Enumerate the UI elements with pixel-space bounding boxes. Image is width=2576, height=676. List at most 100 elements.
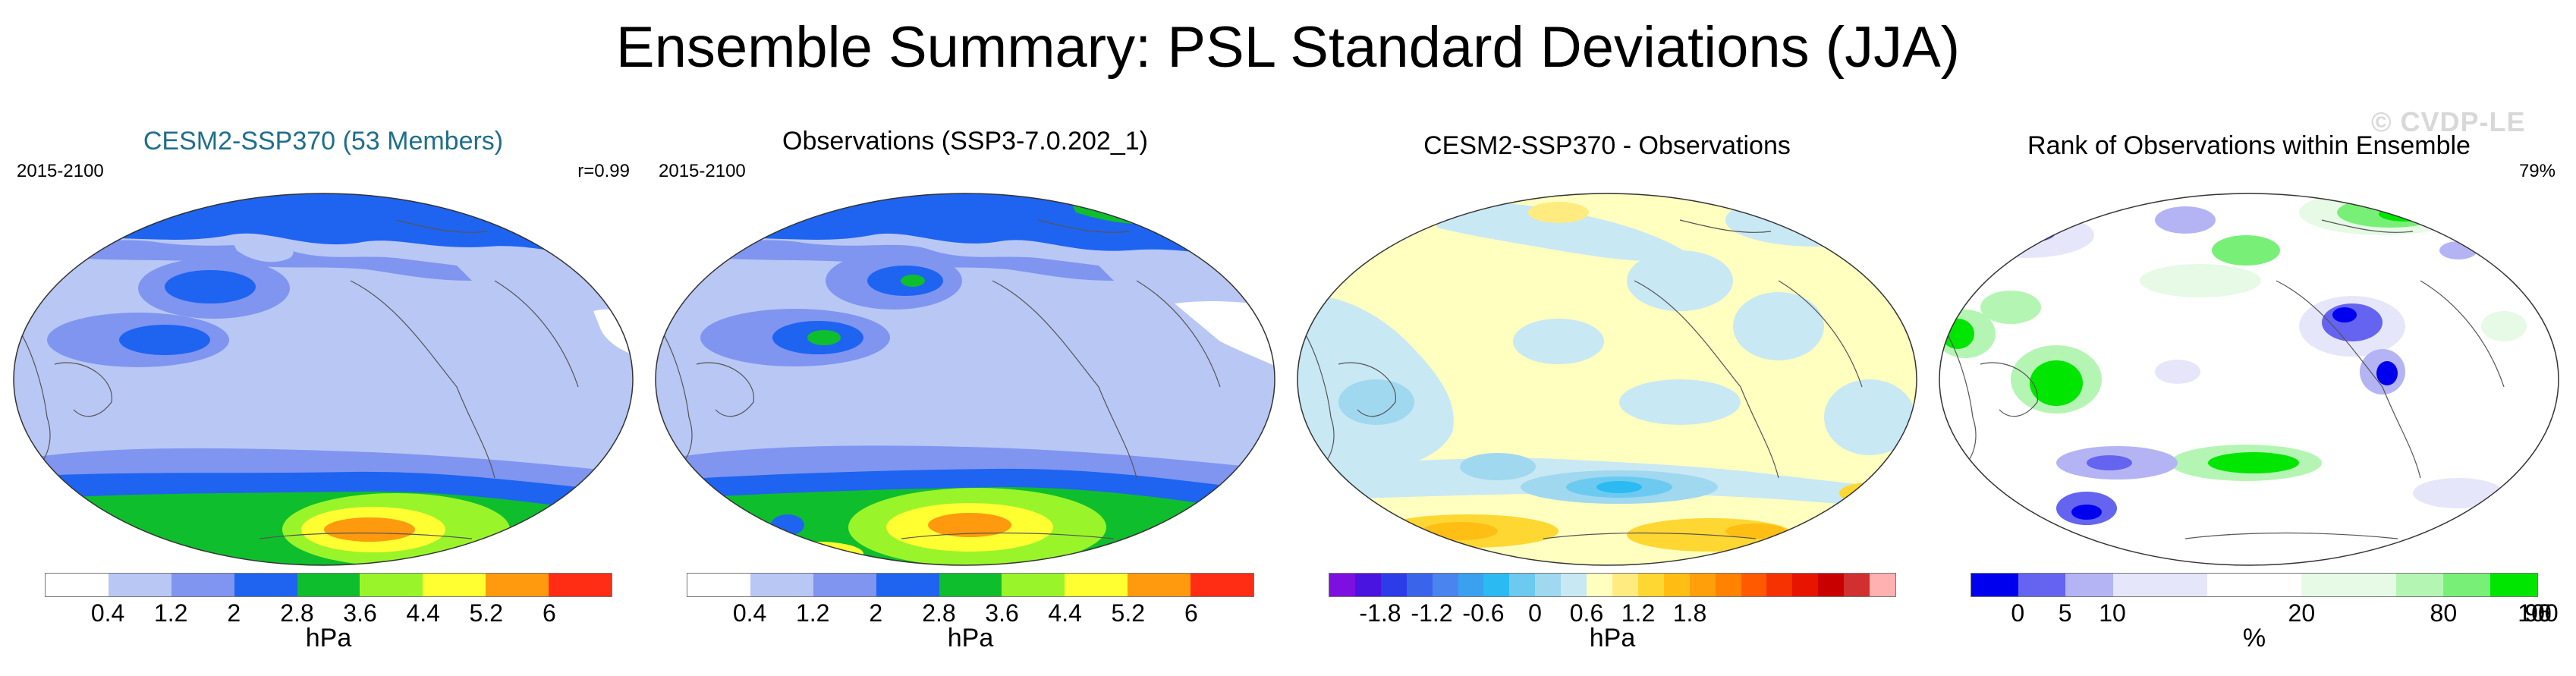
correlation-label: r=0.99	[577, 161, 630, 181]
colorbar-swatch	[297, 574, 360, 596]
colorbar-swatch	[1458, 574, 1484, 596]
panel-title: Observations (SSP3-7.0.202_1)	[782, 127, 1148, 156]
colorbar-tick-label: 3.6	[985, 599, 1019, 627]
colorbar-tick-label: 5	[2058, 599, 2072, 627]
colorbar-swatch	[2395, 574, 2443, 596]
map-plot	[655, 193, 1275, 566]
colorbar-tick-label: 80	[2430, 599, 2458, 627]
colorbar-tick-label: 10	[2099, 599, 2126, 627]
colorbar-swatch	[2206, 574, 2302, 596]
colorbar-tick-label: -1.8	[1359, 599, 1401, 627]
colorbar-swatch	[1818, 574, 1845, 596]
colorbar-swatch	[1509, 574, 1536, 596]
period-label: 2015-2100	[17, 161, 104, 181]
colorbar-swatch	[2112, 574, 2207, 596]
colorbar-swatch	[46, 574, 109, 596]
figure-title: Ensemble Summary: PSL Standard Deviation…	[615, 15, 1961, 80]
colorbar-swatch	[1741, 574, 1767, 596]
colorbar-swatch	[1663, 574, 1690, 596]
colorbar-units: hPa	[947, 624, 994, 652]
panel-title: Rank of Observations within Ensemble	[2027, 131, 2471, 160]
colorbar-swatch	[1715, 574, 1741, 596]
colorbar-swatch	[2018, 574, 2066, 596]
panel-observations: Observations (SSP3-7.0.202_1) 2015-2100	[643, 114, 1287, 676]
colorbar-swatch	[1561, 574, 1587, 596]
colorbar-swatch	[1766, 574, 1793, 596]
colorbar-swatch	[1432, 574, 1458, 596]
colorbar-tick-label: 100	[2518, 599, 2559, 627]
colorbar-swatch	[750, 574, 813, 596]
colorbar-swatch	[2442, 574, 2490, 596]
colorbar-swatch	[1971, 574, 2019, 596]
colorbar	[45, 573, 612, 597]
colorbar-units: hPa	[305, 624, 352, 652]
colorbar-ticks: 0.4 1.2 2 2.8 3.6 4.4 5.2 6	[45, 599, 612, 630]
colorbar-tick-label: 90	[2524, 599, 2552, 627]
colorbar-swatch	[360, 574, 423, 596]
colorbar-units: %	[2242, 624, 2266, 652]
watermark: © CVDP-LE	[2371, 106, 2526, 137]
colorbar-tick-label: 5.2	[469, 599, 504, 627]
panel-title: CESM2-SSP370 - Observations	[1423, 131, 1791, 160]
colorbar-tick-label: 2.8	[922, 599, 956, 627]
colorbar-swatch	[2490, 574, 2538, 596]
colorbar-tick-label: 6	[1184, 599, 1198, 627]
panel-rank: Rank of Observations within Ensemble 79%	[1927, 114, 2571, 676]
colorbar-swatch	[171, 574, 234, 596]
colorbar-tick-label: -1.2	[1411, 599, 1453, 627]
colorbar-tick-label: 2	[227, 599, 241, 627]
colorbar-swatch	[1870, 574, 1895, 596]
colorbar-tick-label: -0.6	[1462, 599, 1505, 627]
colorbar-swatch	[1689, 574, 1716, 596]
colorbar-swatch	[1483, 574, 1510, 596]
panel-difference: CESM2-SSP370 - Observations	[1285, 114, 1929, 676]
panel-title: CESM2-SSP370 (53 Members)	[143, 127, 504, 156]
colorbar-tick-label: 2.8	[280, 599, 314, 627]
map-plot	[1939, 193, 2559, 566]
colorbar-ticks: 0 5 10 20 80 90 95 100	[1971, 599, 2558, 630]
colorbar-swatch	[1587, 574, 1612, 596]
colorbar-tick-label: 1.8	[1672, 599, 1707, 627]
colorbar-tick-label: 0.4	[732, 599, 767, 627]
percent-label: 79%	[2518, 161, 2556, 181]
colorbar-ticks: 0.4 1.2 2 2.8 3.6 4.4 5.2 6	[687, 599, 1254, 630]
colorbar-swatch	[1792, 574, 1819, 596]
colorbar-swatch	[1406, 574, 1433, 596]
colorbar-swatch	[234, 574, 297, 596]
colorbar-swatch	[2301, 574, 2396, 596]
colorbar-swatch	[2065, 574, 2113, 596]
colorbar-swatch	[876, 574, 939, 596]
colorbar-swatch	[108, 574, 171, 596]
colorbar	[1329, 573, 1896, 597]
colorbar	[687, 573, 1254, 597]
map-plot	[13, 193, 634, 566]
colorbar-swatch	[813, 574, 876, 596]
period-label: 2015-2100	[659, 161, 746, 181]
colorbar-swatch	[1354, 574, 1381, 596]
colorbar-tick-label: 5.2	[1111, 599, 1146, 627]
colorbar-tick-label: 1.2	[795, 599, 830, 627]
colorbar-swatch	[423, 574, 486, 596]
colorbar-tick-label: 20	[2288, 599, 2316, 627]
colorbar-tick-label: 0.4	[90, 599, 125, 627]
colorbar-tick-label: 4.4	[406, 599, 440, 627]
colorbar-ticks: -1.8 -1.2 -0.6 0 0.6 1.2 1.8	[1329, 599, 1896, 630]
colorbar-tick-label: 0	[2011, 599, 2025, 627]
map-plot	[1297, 193, 1917, 566]
colorbar-tick-label: 0	[1528, 599, 1542, 627]
colorbar-tick-label: 1.2	[1621, 599, 1656, 627]
colorbar-swatch	[1128, 574, 1191, 596]
colorbar-swatch	[1190, 574, 1254, 596]
colorbar-swatch	[1329, 574, 1355, 596]
colorbar-swatch	[1535, 574, 1562, 596]
colorbar-tick-label: 0.6	[1569, 599, 1604, 627]
colorbar-swatch	[687, 574, 750, 596]
colorbar-swatch	[1844, 574, 1870, 596]
colorbar-swatch	[1612, 574, 1638, 596]
colorbar-tick-label: 1.2	[153, 599, 188, 627]
colorbar-swatch	[549, 574, 612, 596]
colorbar-swatch	[486, 574, 549, 596]
colorbar-units: hPa	[1589, 624, 1636, 652]
colorbar-tick-label: 6	[542, 599, 556, 627]
colorbar-tick-label: 3.6	[343, 599, 377, 627]
